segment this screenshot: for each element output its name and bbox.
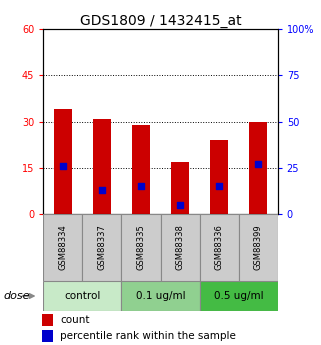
Bar [121, 214, 160, 281]
Bar [210, 140, 228, 214]
Bar [121, 281, 200, 310]
Title: GDS1809 / 1432415_at: GDS1809 / 1432415_at [80, 14, 241, 28]
Bar [43, 281, 121, 310]
Text: 0.5 ug/ml: 0.5 ug/ml [214, 291, 264, 301]
Bar [93, 119, 111, 214]
Point [138, 184, 143, 189]
Bar [200, 281, 278, 310]
Bar [171, 161, 189, 214]
Bar [43, 214, 82, 281]
Point [99, 187, 104, 193]
Text: count: count [60, 315, 90, 325]
Bar [54, 109, 72, 214]
Bar [132, 125, 150, 214]
Text: 0.1 ug/ml: 0.1 ug/ml [136, 291, 185, 301]
Bar [200, 214, 239, 281]
Point [60, 163, 65, 169]
Bar [42, 330, 53, 342]
Bar [42, 314, 53, 326]
Bar [249, 122, 267, 214]
Point [256, 161, 261, 167]
Text: GSM88334: GSM88334 [58, 225, 67, 270]
Text: control: control [64, 291, 100, 301]
Text: dose: dose [3, 292, 30, 301]
Point [178, 202, 183, 207]
Bar [239, 214, 278, 281]
Text: GSM88337: GSM88337 [97, 225, 107, 270]
Point [216, 184, 221, 189]
Text: GSM88399: GSM88399 [254, 225, 263, 270]
Bar [160, 214, 200, 281]
Bar [82, 214, 121, 281]
Text: percentile rank within the sample: percentile rank within the sample [60, 331, 236, 341]
Text: GSM88336: GSM88336 [214, 225, 224, 270]
Text: GSM88335: GSM88335 [136, 225, 145, 270]
Text: GSM88338: GSM88338 [176, 225, 185, 270]
